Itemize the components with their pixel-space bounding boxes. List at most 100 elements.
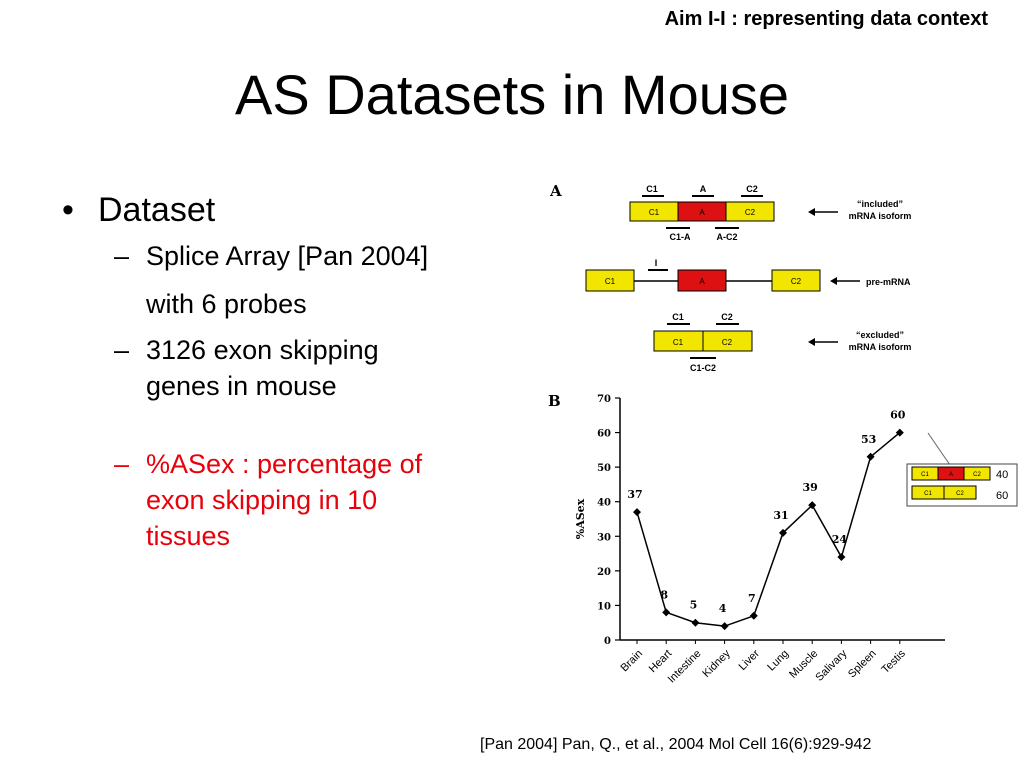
dash-icon: – — [114, 241, 130, 271]
excluded-label-1: “excluded” — [856, 330, 904, 340]
pre-exon-a — [677, 269, 727, 292]
pre-mrna: I C1 A C2 pre-mRNA — [585, 258, 911, 292]
inset-included-value: 40 — [996, 469, 1008, 481]
exon-c1-label: C1 — [649, 208, 660, 217]
arrowhead-pre-icon — [830, 277, 837, 285]
y-tick-label: 0 — [604, 636, 611, 647]
dash-icon: – — [114, 449, 130, 479]
data-label-muscle: 39 — [803, 481, 818, 494]
inset-connector — [927, 432, 951, 466]
data-point-kidney — [720, 622, 729, 631]
slide-title: AS Datasets in Mouse — [234, 63, 790, 126]
data-point-salivary — [837, 553, 846, 562]
sub-bullet-splice-array: – Splice Array [Pan 2004] with 6 probes — [114, 238, 522, 322]
bullet-dataset-text: Dataset — [98, 191, 216, 229]
pre-mrna-label: pre-mRNA — [866, 277, 911, 287]
data-label-testis: 60 — [890, 409, 906, 422]
sub3-line3: tissues — [146, 521, 231, 551]
panel-b-label: B — [548, 392, 561, 410]
data-point-lung — [779, 528, 787, 537]
excluded-label-2: mRNA isoform — [849, 342, 912, 352]
pre-exon-c2 — [771, 269, 821, 292]
panel-a-label: A — [549, 182, 562, 200]
exon-c2-label: C2 — [745, 208, 756, 217]
y-tick-label: 70 — [597, 394, 611, 405]
data-point-liver — [749, 611, 758, 620]
data-label-intestine: 5 — [690, 599, 698, 612]
data-label-kidney: 4 — [719, 602, 727, 615]
sub1-line1: Splice Array [Pan 2004] — [146, 241, 429, 271]
bullet-dataset: • Dataset — [62, 188, 522, 232]
data-label-salivary: 24 — [832, 533, 848, 546]
probe-c2-excl-label: C2 — [721, 312, 733, 322]
data-label-lung: 31 — [773, 509, 788, 522]
arrowhead-excluded-icon — [808, 338, 815, 346]
sub2-line2: genes in mouse — [146, 371, 337, 401]
citation: [Pan 2004] Pan, Q., et al., 2004 Mol Cel… — [480, 736, 872, 753]
inset-c1-label: C1 — [921, 472, 929, 478]
sub-bullet-asex: – %ASex : percentage of exon skipping in… — [114, 446, 522, 554]
y-tick-label: 30 — [597, 532, 611, 543]
data-label-heart: 8 — [660, 588, 668, 601]
series-line — [636, 431, 901, 627]
x-tick-label-spleen: Spleen — [846, 648, 879, 681]
sub-bullet-genes: – 3126 exon skipping genes in mouse — [114, 332, 522, 404]
sub3-line1: %ASex : percentage of — [146, 449, 423, 479]
data-point-brain — [633, 508, 641, 517]
probe-i-label: I — [655, 258, 658, 268]
y-tick-label: 40 — [597, 498, 611, 509]
y-axis-label: %ASex — [574, 498, 587, 539]
inset-excl-exon-c2 — [943, 485, 977, 500]
inset-isoform-box: C1 A C2 40 C1 C2 60 — [906, 432, 1018, 507]
y-tick-label: 20 — [597, 567, 611, 578]
inset-c2-label: C2 — [973, 472, 981, 478]
data-point-testis — [895, 428, 904, 437]
inset-excl-c2-label: C2 — [956, 491, 964, 497]
pre-exon-c1 — [585, 269, 635, 292]
inset-a-label: A — [949, 472, 953, 478]
exon-a-label: A — [699, 208, 705, 217]
x-tick-label-liver: Liver — [737, 647, 763, 673]
exon-c2 — [725, 201, 775, 222]
y-tick-label: 50 — [597, 463, 611, 474]
y-ticks: 0 10 20 30 40 50 60 70 — [597, 394, 620, 647]
arrowhead-included-icon — [808, 208, 815, 216]
data-label-liver: 7 — [748, 592, 756, 605]
excl-exon-c2-label: C2 — [722, 338, 733, 347]
probe-c1-excl-label: C1 — [672, 312, 684, 322]
x-tick-label-heart: Heart — [647, 648, 675, 676]
excluded-isoform: C1 C2 C1 C2 C1-C2 “excluded” mRNA isofor… — [653, 312, 912, 373]
sub3-line2: exon skipping in 10 — [146, 485, 378, 515]
x-tick-label-brain: Brain — [618, 648, 645, 675]
data-point-spleen — [866, 452, 875, 461]
probe-c1c2-label: C1-C2 — [690, 363, 716, 373]
aim-heading: Aim I-I : representing data context — [664, 8, 988, 30]
x-tick-label-kidney: Kidney — [700, 647, 733, 680]
inset-excl-c1-label: C1 — [924, 491, 932, 497]
data-label-spleen: 53 — [861, 433, 876, 446]
included-label-1: “included” — [857, 199, 903, 209]
excl-exon-c1-label: C1 — [673, 338, 684, 347]
inset-exon-c2 — [963, 466, 991, 481]
x-tick-label-lung: Lung — [765, 648, 791, 674]
bullet-dot-icon: • — [62, 191, 74, 229]
sub1-line2: with 6 probes — [146, 289, 307, 319]
probe-a-label: A — [700, 184, 707, 194]
y-tick-label: 10 — [597, 601, 611, 612]
probe-c2-label: C2 — [746, 184, 758, 194]
pre-exon-c2-label: C2 — [791, 277, 802, 286]
probe-c1a-label: C1-A — [669, 232, 691, 242]
pre-exon-c1-label: C1 — [605, 277, 616, 286]
included-label-2: mRNA isoform — [849, 211, 912, 221]
pre-exon-a-label: A — [699, 277, 705, 286]
probe-ac2-label: A-C2 — [716, 232, 737, 242]
sub2-line1: 3126 exon skipping — [146, 335, 379, 365]
bullet-list: • Dataset – Splice Array [Pan 2004] with … — [62, 188, 522, 554]
data-point-muscle — [808, 501, 817, 510]
data-points: 37 8 5 4 7 31 39 24 53 60 — [627, 409, 906, 631]
data-point-intestine — [691, 618, 700, 627]
x-tick-label-testis: Testis — [880, 647, 909, 676]
dash-icon: – — [114, 335, 130, 365]
